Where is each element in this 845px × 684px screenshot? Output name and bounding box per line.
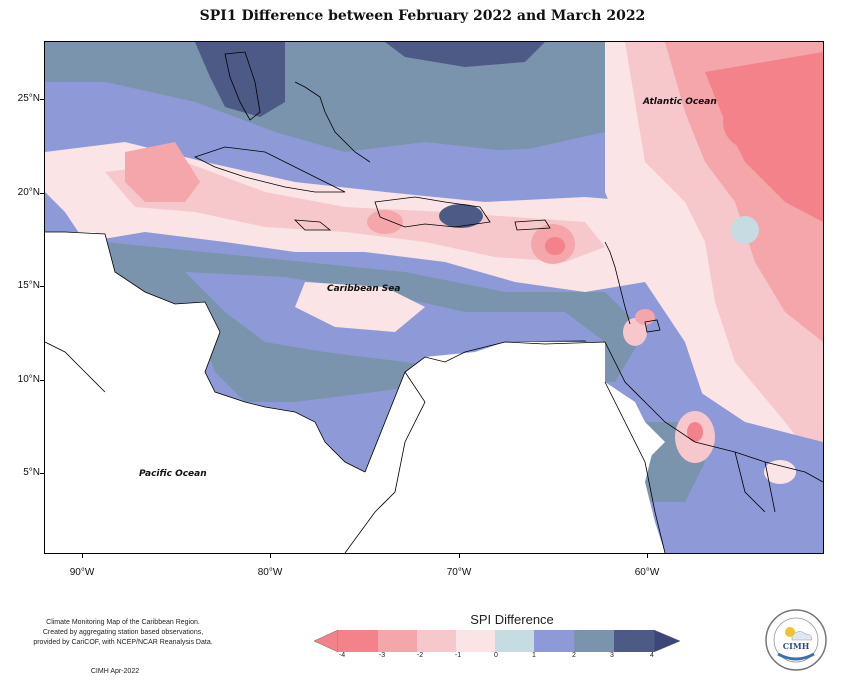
- landmass-south-america: [345, 372, 665, 553]
- label-atlantic-ocean: Atlantic Ocean: [642, 97, 717, 107]
- coast-south-america: [364, 341, 823, 483]
- legend-swatch-p3: [614, 630, 654, 652]
- legend-colorbar: [314, 630, 680, 652]
- coast-central-america: [45, 231, 366, 473]
- island-bahamas: [294, 81, 371, 163]
- contour-atlantic-dark: [385, 42, 545, 67]
- lat-tick-5n: [40, 473, 44, 474]
- contour-north-atlantic-positive: [45, 42, 605, 152]
- logo-text: CIMH: [783, 641, 810, 651]
- island-cuba: [193, 146, 346, 193]
- legend-tick-0: 0: [494, 652, 498, 659]
- island-florida: [224, 51, 261, 121]
- legend-tick-p1: 1: [532, 652, 536, 659]
- contour-atlantic-island-positive: [731, 216, 759, 244]
- border-french-guiana: [764, 461, 776, 513]
- border-suriname: [734, 451, 766, 513]
- legend-swatch-p1: [534, 630, 574, 652]
- legend-arrow-high: [653, 630, 680, 652]
- legend-arrow-low: [314, 630, 339, 652]
- legend-tick-p3: 3: [610, 652, 614, 659]
- legend-tick-p4: 4: [650, 652, 654, 659]
- lat-tick-20n: [40, 193, 44, 194]
- lon-tick-90w: [82, 553, 83, 558]
- border-venezuela-guyana: [604, 381, 666, 553]
- coastline-islands: [193, 51, 661, 333]
- island-jamaica: [293, 219, 332, 231]
- spi-difference-map: Atlantic Ocean Caribbean Sea Pacific Oce…: [45, 42, 823, 553]
- lon-tick-70w: [459, 553, 460, 558]
- legend-title: SPI Difference: [470, 612, 554, 627]
- contour-trinidad-negative: [623, 318, 647, 346]
- lon-label-70w: 70°W: [446, 567, 472, 578]
- landmass-mexico-yucatan: [45, 232, 107, 282]
- legend-swatch-m2: [417, 630, 456, 652]
- lat-tick-25n: [40, 99, 44, 100]
- border-central-america: [45, 341, 106, 393]
- legend-swatch-m1: [456, 630, 495, 652]
- islands-lesser-antilles: [604, 241, 631, 325]
- logo-cloud-icon: [791, 631, 813, 641]
- label-pacific-ocean: Pacific Ocean: [139, 469, 207, 479]
- cimh-logo: CIMH: [765, 609, 827, 671]
- label-caribbean-sea: Caribbean Sea: [327, 284, 400, 294]
- contour-florida-dark: [195, 42, 285, 117]
- island-hispaniola: [374, 196, 491, 228]
- lon-label-60w: 60°W: [634, 567, 660, 578]
- legend-tick-m2: -2: [416, 652, 424, 659]
- legend-tick-m3: -3: [378, 652, 386, 659]
- lat-label-5n: 5°N: [23, 467, 40, 478]
- contour-dominican-dark: [439, 204, 483, 228]
- legend-swatch-m3: [378, 630, 417, 652]
- lat-label-15n: 15°N: [17, 280, 40, 291]
- contour-gulf-strong: [125, 142, 200, 202]
- description-line-1: Climate Monitoring Map of the Caribbean …: [46, 619, 200, 626]
- island-trinidad: [644, 319, 661, 333]
- map-credit: CIMH Apr-2022: [90, 668, 140, 675]
- border-colombia: [344, 371, 426, 553]
- lat-label-10n: 10°N: [17, 374, 40, 385]
- lon-tick-60w: [647, 553, 648, 558]
- coastline-mainland: [45, 231, 823, 553]
- logo-sun-icon: [785, 627, 795, 637]
- description-line-3: provided by CariCOF, with NCEP/NCAR Rean…: [33, 639, 213, 646]
- contour-guyana-core: [687, 422, 703, 442]
- lon-label-80w: 80°W: [257, 567, 283, 578]
- legend-tick-m1: -1: [454, 652, 462, 659]
- contour-atlantic-core: [723, 94, 783, 150]
- logo-wave-icon: [777, 652, 815, 661]
- contour-puerto-rico-core: [545, 237, 565, 255]
- description-line-2: Created by aggregating station based obs…: [42, 629, 204, 636]
- legend-swatch-p0: [495, 630, 534, 652]
- contour-haiti-strong: [367, 210, 403, 234]
- legend-swatch-p2: [574, 630, 614, 652]
- map-panel: Atlantic Ocean Caribbean Sea Pacific Oce…: [44, 41, 824, 554]
- lon-label-90w: 90°W: [69, 567, 95, 578]
- map-title: SPI1 Difference between February 2022 an…: [199, 8, 646, 24]
- map-description: Climate Monitoring Map of the Caribbean …: [8, 618, 238, 648]
- legend-tick-m4: -4: [338, 652, 346, 659]
- island-puerto-rico: [514, 219, 551, 231]
- contour-french-guiana-negative: [764, 460, 796, 484]
- lon-tick-80w: [270, 553, 271, 558]
- legend-swatch-m4: [338, 630, 378, 652]
- contour-bahamas-band: [45, 82, 645, 202]
- lat-tick-15n: [40, 286, 44, 287]
- legend-tick-p2: 2: [572, 652, 576, 659]
- lat-label-20n: 20°N: [17, 187, 40, 198]
- lat-tick-10n: [40, 380, 44, 381]
- lat-label-25n: 25°N: [17, 93, 40, 104]
- contour-greater-antilles-moderate: [105, 162, 605, 262]
- contour-caribbean-negative: [295, 282, 425, 332]
